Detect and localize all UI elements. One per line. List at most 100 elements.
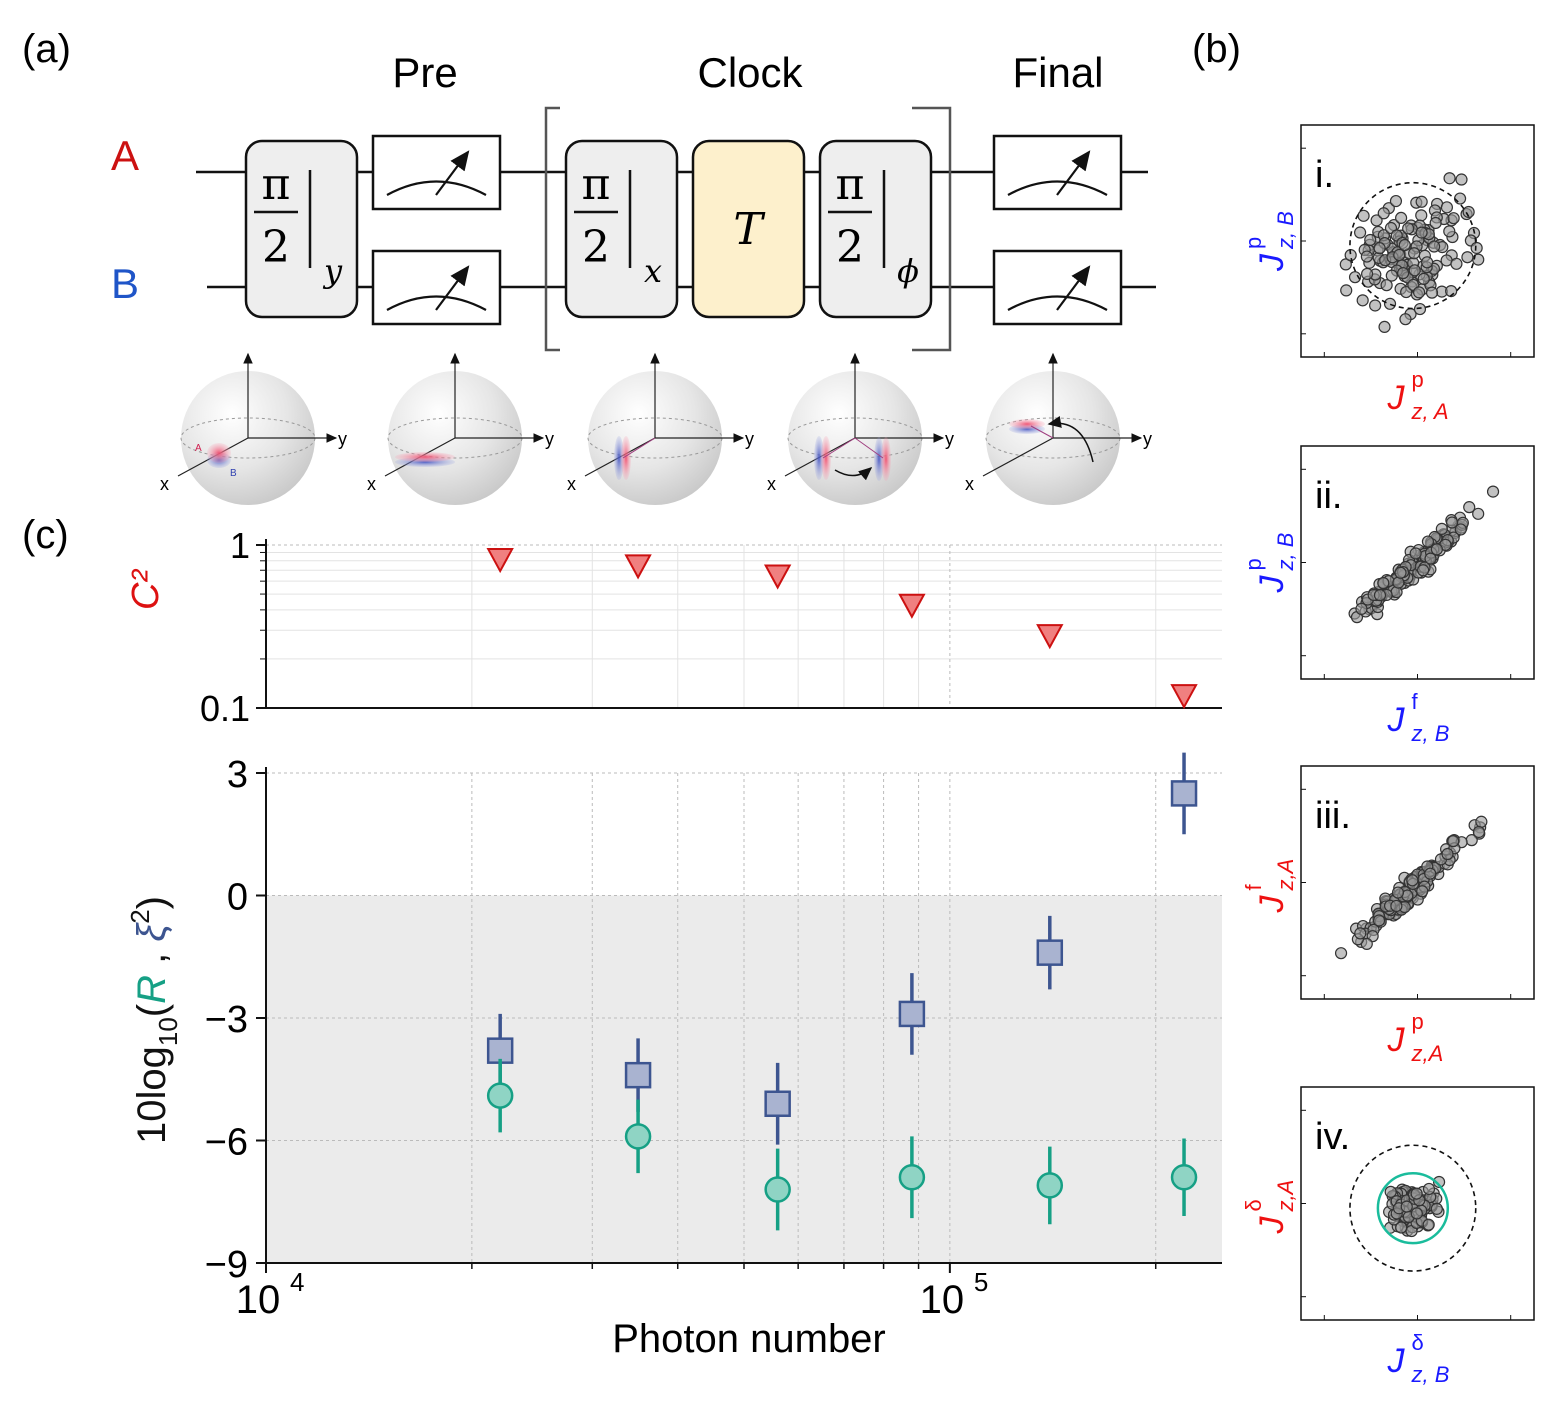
scatter-point <box>1424 552 1437 565</box>
scatter-point <box>1435 522 1448 535</box>
scatter-point <box>1424 867 1437 880</box>
R-marker <box>624 1123 652 1150</box>
scatter-point <box>1472 507 1485 520</box>
scatter-point <box>1395 211 1408 225</box>
scatter-point <box>1413 302 1427 316</box>
gate-pre-rotation: π 2 y <box>244 139 359 319</box>
y-tick-label: −3 <box>205 999 248 1041</box>
scatter-point <box>1373 589 1387 602</box>
xi2-marker <box>898 1000 926 1028</box>
dashed-circle <box>1349 181 1477 310</box>
xi2-marker <box>624 1061 652 1089</box>
scatter-point <box>1355 602 1368 615</box>
bloch-y-label: y <box>945 429 954 449</box>
xi2-marker <box>764 1090 791 1117</box>
scatter-point <box>1470 241 1483 255</box>
scatter-point <box>1357 209 1370 222</box>
c2-marker <box>1170 684 1198 710</box>
scatter-point <box>1385 269 1398 282</box>
clock-bracket-right <box>912 106 952 352</box>
svg-text:J: J <box>1253 1216 1291 1235</box>
scatter-point <box>1410 1207 1423 1220</box>
bloch-sphere-3: yx <box>567 352 754 505</box>
scatter-point <box>1339 258 1352 271</box>
scatter-point <box>1441 847 1454 861</box>
dashed-circle <box>1349 1144 1477 1272</box>
svg-text:J: J <box>1387 379 1406 417</box>
x-tick-label: 10 5 <box>920 1267 989 1322</box>
scatter-point <box>1360 267 1374 281</box>
svg-text:2: 2 <box>582 222 610 273</box>
svg-text:ϕ: ϕ <box>897 252 919 290</box>
bloch-x-axis <box>982 437 1054 477</box>
bloch-sphere-1: y x A B <box>160 352 347 505</box>
scatter-point <box>1450 257 1463 270</box>
svg-text:π: π <box>262 159 291 210</box>
scatter-point <box>1370 214 1383 227</box>
svg-text:J: J <box>1253 253 1291 272</box>
scatter-point <box>1443 172 1456 185</box>
bloch-y-label: y <box>338 429 347 449</box>
stage-pre-label: Pre <box>392 49 457 96</box>
scatter-tag: iv. <box>1315 1116 1350 1158</box>
scatter-plot-iv: iv.J δz, BJδ z,A <box>1241 1086 1535 1387</box>
svg-text:p: p <box>1412 1009 1424 1034</box>
scatter-point <box>1415 226 1428 239</box>
scatter-point <box>1394 566 1407 579</box>
scatter-point <box>1380 279 1393 292</box>
scatter-point <box>1392 576 1405 589</box>
scatter-point <box>1475 815 1488 828</box>
qubit-b-label: B <box>111 260 139 307</box>
c2-marker <box>1036 624 1064 650</box>
svg-text:J: J <box>1253 895 1291 914</box>
bloch-sphere-5: yx <box>965 352 1152 505</box>
c2-marker <box>898 593 926 619</box>
c2-marker <box>486 548 514 574</box>
svg-text:z, B: z, B <box>1273 533 1298 572</box>
svg-text:p: p <box>1241 558 1266 570</box>
scatter-point <box>1422 1218 1435 1231</box>
y-tick-label: 0 <box>227 877 248 919</box>
y-tick-label: 3 <box>227 754 248 796</box>
chart-c2: 1 0.1 C² <box>125 525 1222 729</box>
spin-a-blob-2 <box>881 437 891 481</box>
panel-c-label: (c) <box>22 513 69 557</box>
scatter-point <box>1416 564 1430 577</box>
scatter-point <box>1462 205 1475 219</box>
stage-clock-label: Clock <box>697 49 803 96</box>
meter-final-a <box>992 134 1123 211</box>
scatter-point <box>1390 899 1403 913</box>
svg-text:J: J <box>1387 701 1406 739</box>
scatter-ylabel: Jδ z,A <box>1241 1180 1298 1235</box>
scatter-point <box>1415 195 1428 208</box>
spin-a-label: A <box>195 443 202 454</box>
scatter-point <box>1472 825 1485 839</box>
scatter-point <box>1409 547 1422 560</box>
scatter-ylabel: Jp z, B <box>1241 533 1298 594</box>
rotation-arrow <box>1047 416 1094 463</box>
scatter-point <box>1421 256 1434 269</box>
bloch-x-label: x <box>567 474 576 494</box>
scatter-plot-ii: ii.J fz, BJp z, B <box>1241 445 1535 746</box>
gate-clock-rotation-phi: π 2 ϕ <box>818 139 933 319</box>
scatter-point <box>1389 194 1403 208</box>
gate-clock-rotation-x: π 2 x <box>564 139 679 319</box>
panel-a: (a) Pre Clock Final A B π 2 y <box>22 27 1156 505</box>
spin-b-blob-2 <box>874 437 884 481</box>
y-tick-label: 1 <box>230 525 250 566</box>
scatter-point <box>1443 225 1456 238</box>
svg-text:2: 2 <box>836 222 864 273</box>
scatter-point <box>1412 286 1426 299</box>
svg-text:x: x <box>644 252 662 290</box>
svg-text:y: y <box>322 252 343 290</box>
scatter-point <box>1430 543 1443 556</box>
c2-marker <box>624 554 652 580</box>
scatter-point <box>1400 285 1413 299</box>
scatter-point <box>1393 248 1406 262</box>
svg-text:10: 10 <box>236 1278 281 1322</box>
scatter-point <box>1400 1200 1413 1213</box>
R-marker <box>1036 1172 1064 1199</box>
svg-text:z,A: z,A <box>1411 1041 1444 1066</box>
bloch-x-label: x <box>965 474 974 494</box>
